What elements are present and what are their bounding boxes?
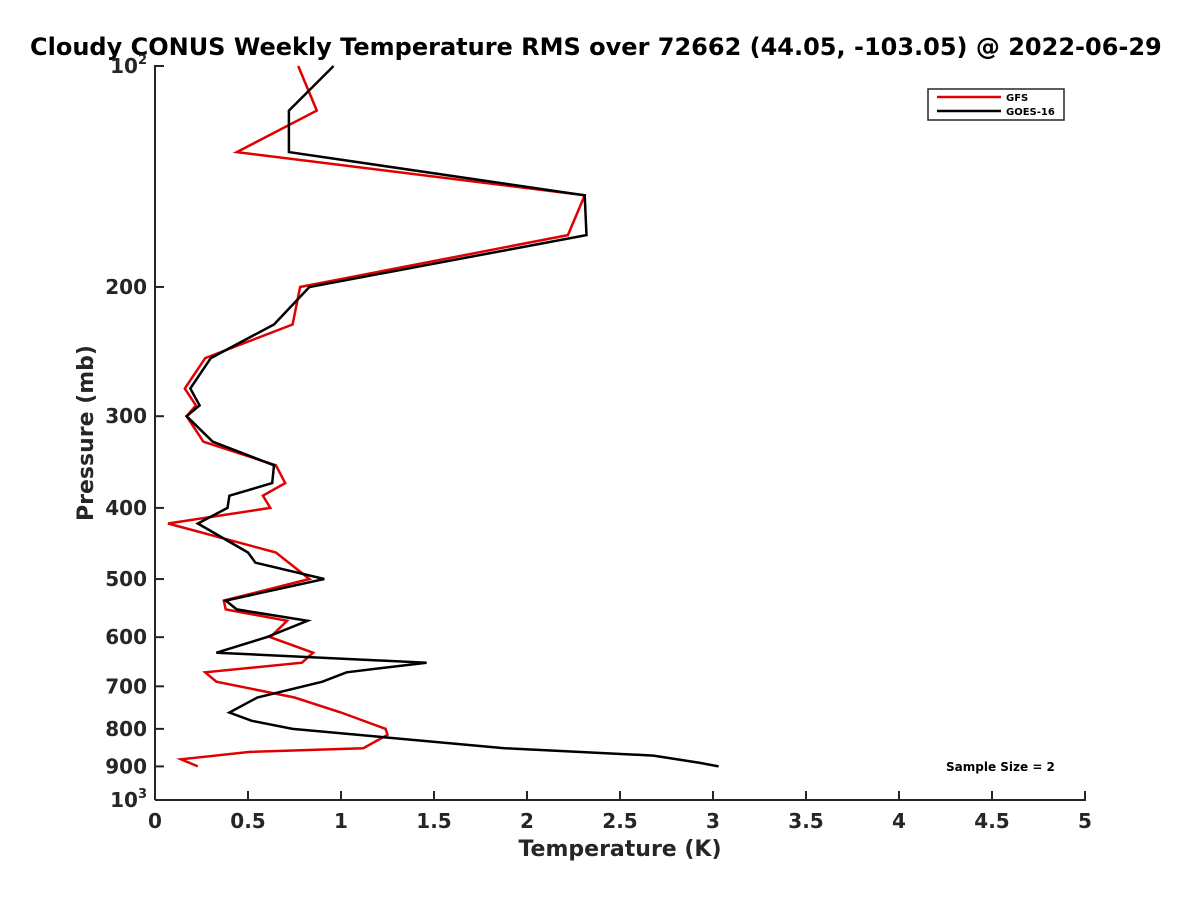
y-tick-label: 300 (105, 404, 147, 428)
chart-title: Cloudy CONUS Weekly Temperature RMS over… (30, 33, 1162, 61)
x-tick-label: 4.5 (974, 809, 1009, 833)
series-line-goes-16 (184, 65, 719, 768)
y-tick-label: 600 (105, 625, 147, 649)
x-tick-label: 5 (1078, 809, 1092, 833)
x-tick-label: 2.5 (602, 809, 637, 833)
y-tick-label: 900 (105, 754, 147, 778)
x-tick-label: 3.5 (788, 809, 823, 833)
y-tick-label: 800 (105, 717, 147, 741)
x-tick-label: 0 (148, 809, 162, 833)
y-ticks: 102 200 300 400 500 600 700 800 900 103 (105, 53, 164, 812)
x-axis-label: Temperature (K) (518, 837, 721, 862)
x-ticks: 0 0.5 1 1.5 2 2.5 3 3.5 4 4.5 5 (148, 791, 1092, 833)
plot-lines (167, 65, 719, 768)
sample-size-annotation: Sample Size = 2 (946, 760, 1055, 774)
y-tick-label: 103 (110, 787, 147, 812)
y-tick-label: 700 (105, 674, 147, 698)
y-tick-label: 500 (105, 567, 147, 591)
y-tick-label: 400 (105, 496, 147, 520)
x-tick-label: 3 (706, 809, 720, 833)
series-line-gfs (167, 65, 587, 768)
legend-label-goes-16: GOES-16 (1006, 107, 1055, 118)
x-tick-label: 1.5 (416, 809, 451, 833)
x-tick-label: 2 (520, 809, 534, 833)
legend: GFS GOES-16 (927, 88, 1065, 121)
legend-box (927, 88, 1065, 121)
legend-label-gfs: GFS (1006, 93, 1028, 104)
y-tick-label: 200 (105, 275, 147, 299)
x-tick-label: 1 (334, 809, 348, 833)
y-tick-label: 102 (110, 53, 147, 78)
x-tick-label: 0.5 (230, 809, 265, 833)
y-axis-label: Pressure (mb) (74, 345, 99, 521)
x-tick-label: 4 (892, 809, 906, 833)
